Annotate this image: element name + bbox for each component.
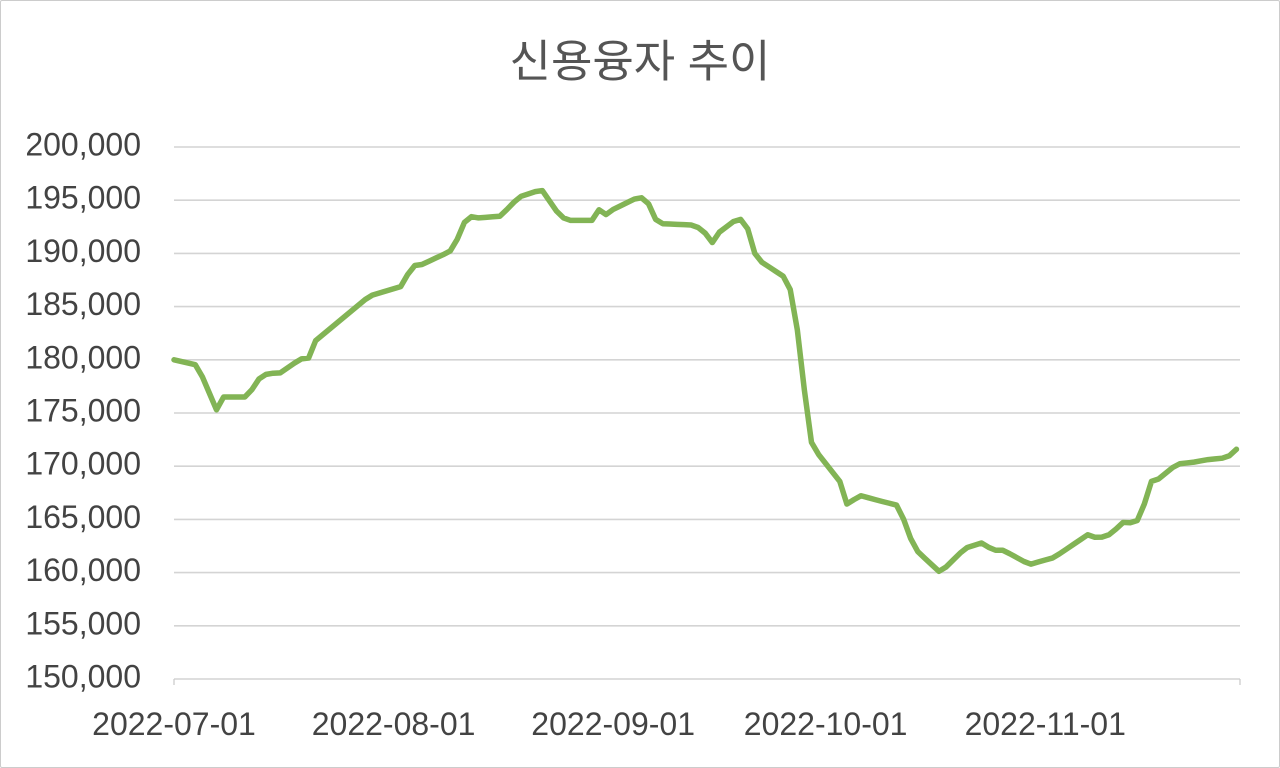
svg-text:195,000: 195,000 bbox=[25, 180, 141, 216]
svg-text:185,000: 185,000 bbox=[25, 286, 141, 322]
svg-text:180,000: 180,000 bbox=[25, 339, 141, 375]
svg-text:190,000: 190,000 bbox=[25, 233, 141, 269]
svg-text:150,000: 150,000 bbox=[25, 658, 141, 694]
svg-text:2022-08-01: 2022-08-01 bbox=[312, 706, 476, 742]
svg-text:160,000: 160,000 bbox=[25, 552, 141, 588]
svg-text:175,000: 175,000 bbox=[25, 392, 141, 428]
svg-text:155,000: 155,000 bbox=[25, 605, 141, 641]
svg-text:200,000: 200,000 bbox=[25, 126, 141, 162]
svg-text:170,000: 170,000 bbox=[25, 446, 141, 482]
svg-text:2022-10-01: 2022-10-01 bbox=[744, 706, 908, 742]
svg-text:2022-11-01: 2022-11-01 bbox=[965, 706, 1126, 742]
svg-text:2022-07-01: 2022-07-01 bbox=[92, 706, 256, 742]
svg-text:165,000: 165,000 bbox=[25, 499, 141, 535]
svg-text:2022-09-01: 2022-09-01 bbox=[531, 706, 695, 742]
